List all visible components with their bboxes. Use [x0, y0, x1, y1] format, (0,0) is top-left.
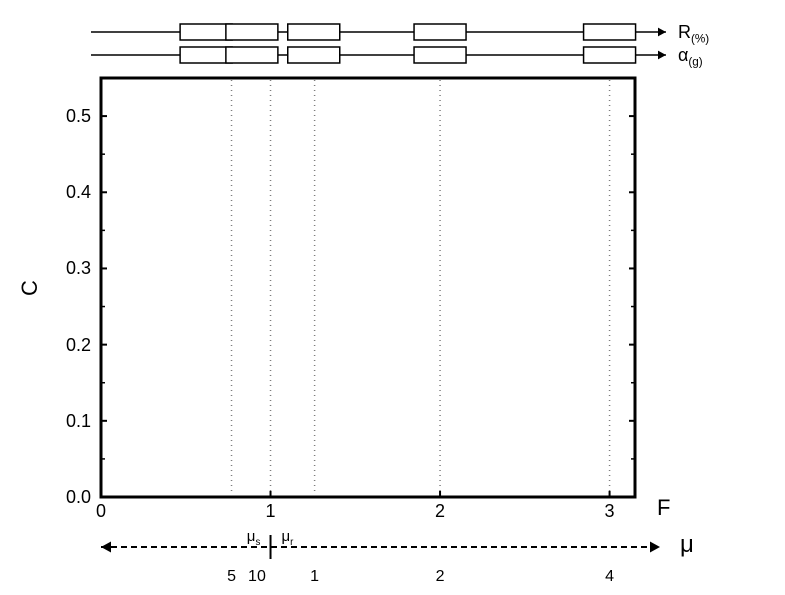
mu-tick-label: 4: [605, 568, 614, 586]
top-bar-box: [584, 24, 636, 40]
mu-tick-label: 10: [248, 568, 266, 586]
x-tick-label: 0: [96, 501, 106, 522]
top-bar-box: [414, 47, 466, 63]
y-tick-label: 0.4: [66, 182, 91, 203]
top-bar-box: [584, 47, 636, 63]
y-tick-label: 0.0: [66, 487, 91, 508]
mu-tick-label: 5: [227, 568, 236, 586]
top-bar-box: [414, 24, 466, 40]
mu-s-label: μs: [247, 528, 261, 548]
x-tick-label: 1: [266, 501, 276, 522]
y-axis-label: C: [17, 280, 43, 296]
x-tick-label: 2: [435, 501, 445, 522]
top-bar-box: [288, 47, 340, 63]
top-bar-box: [226, 24, 278, 40]
R-label: R(%): [678, 22, 709, 46]
x-tick-label: 3: [605, 501, 615, 522]
y-tick-label: 0.5: [66, 106, 91, 127]
plot-area: [101, 78, 635, 497]
y-tick-label: 0.1: [66, 411, 91, 432]
y-tick-label: 0.2: [66, 335, 91, 356]
mu-r-label: μr: [282, 528, 294, 548]
y-tick-label: 0.3: [66, 258, 91, 279]
mu-label: μ: [680, 531, 694, 559]
x-axis-label: F: [657, 495, 670, 521]
top-bar-box: [288, 24, 340, 40]
mu-tick-label: 2: [436, 568, 445, 586]
top-bar-box: [180, 47, 232, 63]
top-bar-box: [226, 47, 278, 63]
mu-tick-label: 1: [310, 568, 319, 586]
alpha-label: α(g): [678, 45, 703, 69]
top-bar-box: [180, 24, 232, 40]
